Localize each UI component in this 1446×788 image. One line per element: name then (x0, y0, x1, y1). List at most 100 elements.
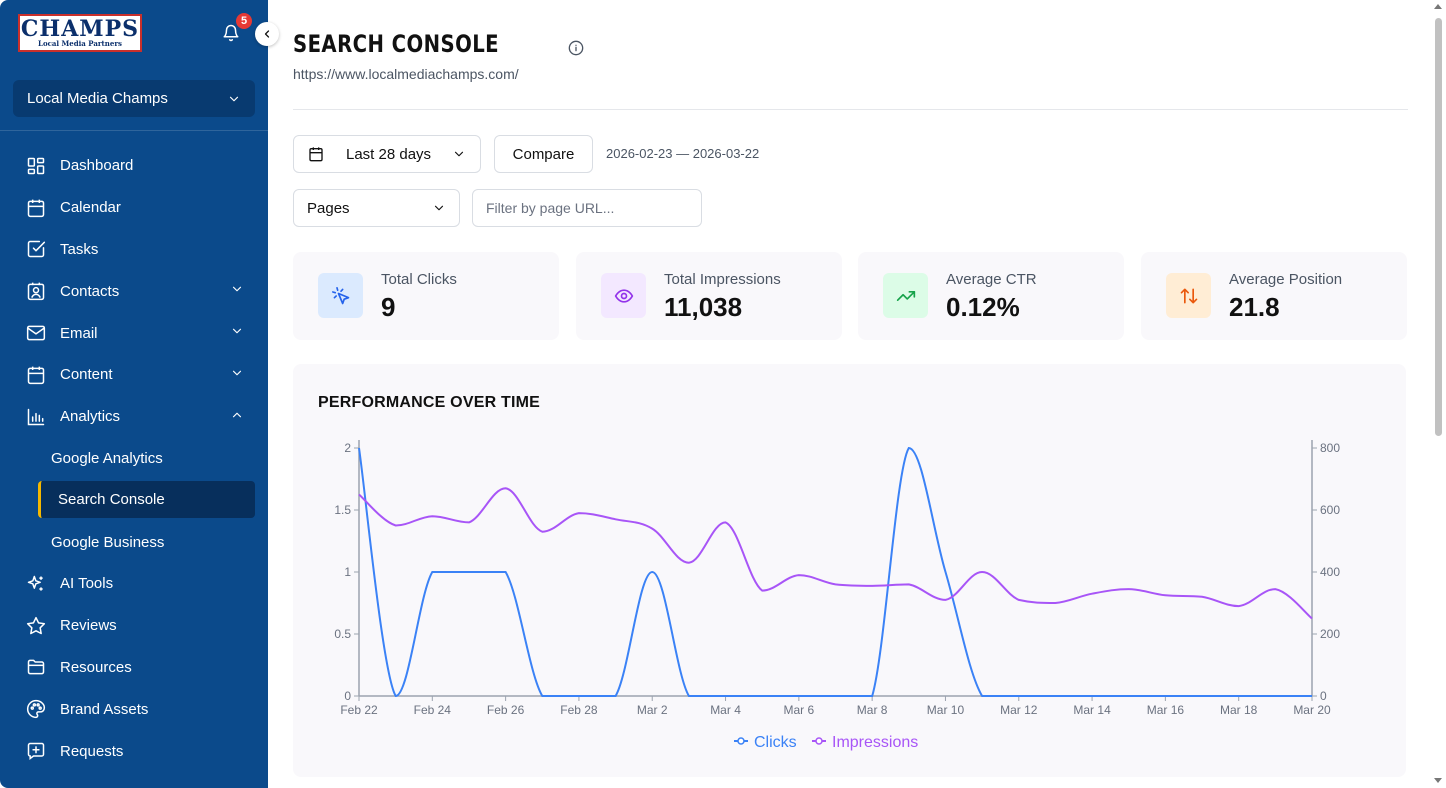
y-right-tick-label: 600 (1320, 503, 1340, 517)
header-divider (293, 109, 1408, 110)
x-tick-label: Mar 10 (927, 703, 965, 717)
x-tick-label: Mar 18 (1220, 703, 1258, 717)
tasks-icon (26, 239, 46, 259)
compare-button[interactable]: Compare (494, 135, 593, 173)
stat-value: 0.12% (946, 292, 1020, 322)
chevron-down-icon (434, 205, 444, 211)
stat-card-ctr: Average CTR 0.12% (858, 252, 1124, 340)
sidebar-item-label: Content (60, 366, 113, 384)
account-selector[interactable]: Local Media Champs (13, 80, 255, 117)
sidebar-item-brand-assets[interactable]: Brand Assets (0, 688, 268, 730)
chevron-down-icon (229, 96, 239, 101)
dimension-label: Pages (307, 199, 350, 217)
info-icon[interactable] (568, 40, 584, 56)
sidebar-item-label: Dashboard (60, 157, 134, 175)
stat-label: Average Position (1229, 271, 1343, 288)
sidebar-item-requests[interactable]: Requests (0, 730, 268, 772)
chevron-down-icon (454, 151, 464, 157)
main-content: SEARCH CONSOLE https://www.localmediacha… (293, 0, 1408, 788)
content-icon (26, 365, 46, 385)
filter-url-field (472, 189, 702, 227)
sidebar-subitem-google-business[interactable]: Google Business (0, 521, 268, 563)
y-left-tick-label: 0 (344, 689, 351, 703)
star-icon (26, 616, 46, 636)
site-url: https://www.localmediachamps.com/ (293, 66, 519, 82)
sidebar-subitem-label: Search Console (58, 491, 165, 509)
stat-card-clicks: Total Clicks 9 (293, 252, 559, 340)
y-right-tick-label: 0 (1320, 689, 1327, 703)
date-range-text: 2026-02-23 — 2026-03-22 (606, 146, 760, 161)
series-line-clicks (358, 446, 1312, 698)
x-tick-label: Feb 26 (487, 703, 525, 717)
sidebar-subitem-label: Google Analytics (51, 449, 163, 467)
calendar-icon (309, 147, 323, 162)
scroll-down-arrow[interactable] (1434, 778, 1442, 783)
dashboard-icon (26, 156, 46, 176)
arrows-up-down-icon (1166, 273, 1211, 318)
y-left-tick-label: 0.5 (334, 627, 351, 641)
plus-square-icon (26, 741, 46, 761)
collapse-sidebar-button[interactable] (255, 22, 279, 46)
legend-swatch-dot (737, 737, 745, 745)
sidebar-item-label: Contacts (60, 282, 120, 300)
sidebar-subitem-label: Google Business (51, 533, 165, 551)
sidebar-item-email[interactable]: Email (0, 312, 268, 354)
legend-swatch-dot (815, 737, 823, 745)
eye-icon (601, 273, 646, 318)
sidebar-subitem-search-console[interactable]: Search Console (38, 481, 255, 519)
cursor-click-icon (318, 273, 363, 318)
sidebar-divider (0, 130, 268, 131)
logo[interactable]: CHAMPS Local Media Partners (18, 14, 142, 52)
x-tick-label: Mar 6 (784, 703, 815, 717)
logo-main: CHAMPS (20, 16, 140, 42)
sidebar-item-analytics[interactable]: Analytics (0, 396, 268, 438)
calendar-icon (26, 198, 46, 218)
x-tick-label: Feb 22 (340, 703, 378, 717)
logo-sub: Local Media Partners (38, 39, 122, 48)
x-tick-label: Feb 24 (414, 703, 452, 717)
performance-chart-card: PERFORMANCE OVER TIME 0 0.5 1 1.5 2 0 200 400 60… (293, 364, 1406, 777)
sidebar-subitem-google-analytics[interactable]: Google Analytics (0, 438, 268, 480)
notification-badge: 5 (234, 11, 254, 31)
y-right-tick-label: 200 (1320, 627, 1340, 641)
sidebar-item-reviews[interactable]: Reviews (0, 605, 268, 647)
sidebar-item-label: Resources (60, 658, 132, 676)
x-tick-label: Mar 14 (1073, 703, 1111, 717)
sidebar-item-contacts[interactable]: Contacts (0, 270, 268, 312)
sidebar-item-calendar[interactable]: Calendar (0, 187, 268, 229)
filter-url-input[interactable] (486, 200, 688, 216)
chevron-down-icon (230, 282, 244, 300)
sidebar-item-label: Requests (60, 742, 124, 760)
y-left-tick-label: 2 (344, 441, 351, 455)
chevron-up-icon (230, 408, 244, 426)
sidebar-item-tasks[interactable]: Tasks (0, 229, 268, 271)
palette-icon (26, 699, 46, 719)
scrollbar-thumb[interactable] (1435, 18, 1442, 436)
performance-chart: 0 0.5 1 1.5 2 0 200 400 600 800 Feb 22 Feb 24 Feb 26… (334, 440, 1340, 751)
legend-label: Impressions (832, 734, 918, 751)
y-right-tick-label: 400 (1320, 565, 1340, 579)
sidebar-item-ai-tools[interactable]: AI Tools (0, 563, 268, 605)
chevron-left-icon (264, 30, 270, 38)
sidebar-item-label: Calendar (60, 199, 121, 217)
chevron-down-icon (230, 324, 244, 342)
sidebar-item-dashboard[interactable]: Dashboard (0, 145, 268, 187)
stat-value: 9 (381, 292, 396, 322)
y-left-tick-label: 1.5 (334, 503, 351, 517)
sidebar-item-resources[interactable]: Resources (0, 647, 268, 689)
bell-icon[interactable] (222, 24, 242, 44)
sidebar-item-content[interactable]: Content (0, 354, 268, 396)
contacts-icon (26, 281, 46, 301)
scroll-up-arrow[interactable] (1434, 4, 1442, 9)
x-tick-label: Mar 12 (1000, 703, 1038, 717)
sidebar-item-label: Reviews (60, 617, 117, 635)
dimension-select[interactable]: Pages (293, 189, 460, 227)
sidebar-item-label: Email (60, 324, 98, 342)
stat-value: 21.8 (1229, 292, 1280, 322)
email-icon (26, 323, 46, 343)
sidebar-item-label: Analytics (60, 408, 121, 426)
sidebar-item-label: Brand Assets (60, 700, 149, 718)
date-range-label: Last 28 days (346, 145, 432, 163)
date-range-select[interactable]: Last 28 days (293, 135, 481, 173)
